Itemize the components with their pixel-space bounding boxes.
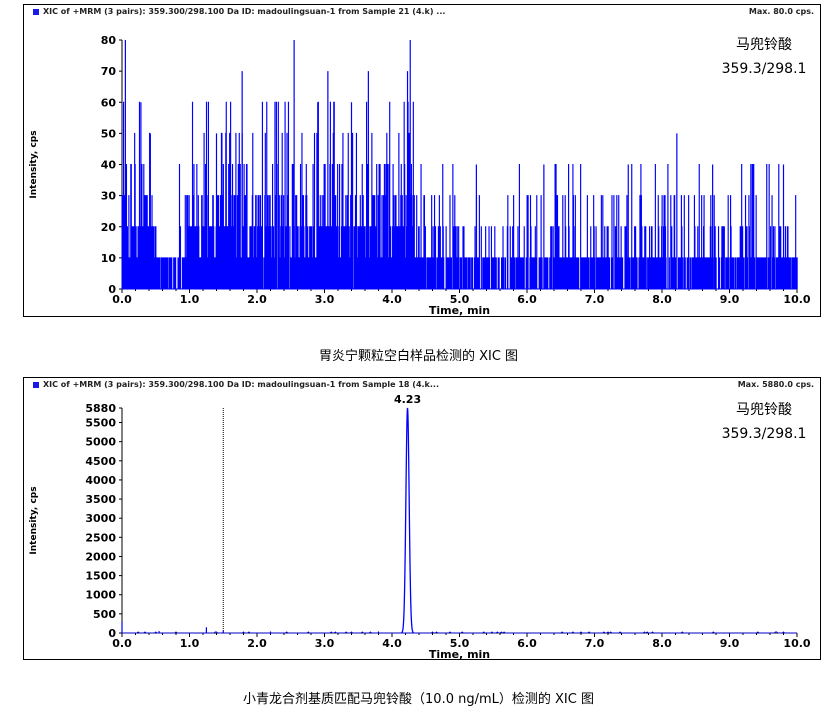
x-tick-label: 5.0	[450, 637, 470, 650]
y-tick-label: 4500	[85, 455, 116, 468]
x-tick-label: 8.0	[652, 293, 672, 306]
y-tick-label: 3000	[85, 512, 116, 525]
xic-panel-blank: XIC of +MRM (3 pairs): 359.300/298.100 D…	[23, 4, 821, 317]
x-tick-label: 2.0	[247, 293, 267, 306]
panel-header-text: XIC of +MRM (3 pairs): 359.300/298.100 D…	[43, 7, 446, 16]
x-tick-label: 9.0	[720, 637, 740, 650]
x-tick-label: 3.0	[315, 637, 335, 650]
y-tick-label: 20	[101, 221, 117, 234]
y-tick-label: 2000	[85, 550, 116, 563]
y-tick-label: 5500	[85, 417, 116, 430]
y-axis-label: Intensity, cps	[29, 130, 39, 198]
y-tick-label: 5000	[85, 436, 116, 449]
y-tick-label: 500	[93, 608, 116, 621]
y-tick-label: 1000	[85, 589, 116, 602]
x-tick-label: 6.0	[517, 637, 537, 650]
y-tick-label: 10	[101, 252, 117, 265]
y-tick-label: 60	[101, 96, 117, 109]
x-axis-label: Time, min	[429, 304, 490, 316]
x-tick-label: 2.0	[247, 637, 267, 650]
compound-annotation: 马兜铃酸	[736, 37, 792, 53]
x-tick-label: 10.0	[783, 637, 810, 650]
y-axis-label: Intensity, cps	[29, 486, 39, 554]
x-tick-label: 0.0	[112, 293, 132, 306]
xic-panel-matrix: XIC of +MRM (3 pairs): 359.300/298.100 D…	[23, 377, 821, 660]
series-color-swatch	[33, 382, 39, 388]
panel-header-text: XIC of +MRM (3 pairs): 359.300/298.100 D…	[43, 380, 439, 389]
peak-trace	[401, 407, 414, 634]
x-tick-label: 4.0	[382, 637, 402, 650]
y-tick-label: 0	[108, 283, 116, 296]
y-tick-label: 2500	[85, 531, 116, 544]
y-tick-label: 5880	[85, 402, 116, 415]
y-tick-label: 30	[101, 190, 117, 203]
panel-max-label: Max. 80.0 cps.	[748, 7, 814, 16]
transition-annotation: 359.3/298.1	[722, 426, 807, 442]
series-trace	[121, 101, 798, 290]
x-tick-label: 10.0	[783, 293, 810, 306]
y-tick-label: 1500	[85, 570, 116, 583]
caption-blank: 胃炎宁颗粒空白样品检测的 XIC 图	[318, 349, 519, 364]
x-tick-label: 5.0	[450, 293, 470, 306]
peak-label: 4.23	[394, 393, 421, 406]
x-tick-label: 1.0	[180, 637, 200, 650]
x-tick-label: 9.0	[720, 293, 740, 306]
y-tick-label: 80	[101, 34, 117, 47]
x-tick-label: 8.0	[652, 637, 672, 650]
x-tick-label: 0.0	[112, 637, 132, 650]
x-tick-label: 6.0	[517, 293, 537, 306]
x-axis-label: Time, min	[429, 648, 490, 659]
compound-annotation: 马兜铃酸	[736, 402, 792, 418]
series-color-swatch	[33, 9, 39, 15]
caption-matrix: 小青龙合剂基质匹配马兜铃酸（10.0 ng/mL）检测的 XIC 图	[243, 692, 594, 707]
series-baseline	[122, 631, 797, 634]
y-tick-label: 50	[101, 127, 117, 140]
y-tick-label: 0	[108, 627, 116, 640]
chart-blank-xic: 0 10 20 30 40 50 60 70 80 0.0 1.0 2.0 3.0 4.0 5.0 6.0 7.…	[29, 34, 811, 316]
x-tick-label: 7.0	[585, 293, 605, 306]
transition-annotation: 359.3/298.1	[722, 61, 807, 77]
x-tick-label: 1.0	[180, 293, 200, 306]
panel-header: XIC of +MRM (3 pairs): 359.300/298.100 D…	[24, 378, 820, 392]
y-tick-label: 40	[101, 159, 117, 172]
x-tick-label: 4.0	[382, 293, 402, 306]
panel-header: XIC of +MRM (3 pairs): 359.300/298.100 D…	[24, 5, 820, 19]
chart-matrix-xic: 0 500 1000 1500 2000 2500 3000 3500 4000 4500 5000…	[29, 393, 811, 659]
x-tick-label: 7.0	[585, 637, 605, 650]
x-tick-label: 3.0	[315, 293, 335, 306]
y-tick-label: 3500	[85, 493, 116, 506]
panel-max-label: Max. 5880.0 cps.	[737, 380, 814, 389]
y-tick-label: 4000	[85, 474, 116, 487]
y-tick-label: 70	[101, 65, 117, 78]
